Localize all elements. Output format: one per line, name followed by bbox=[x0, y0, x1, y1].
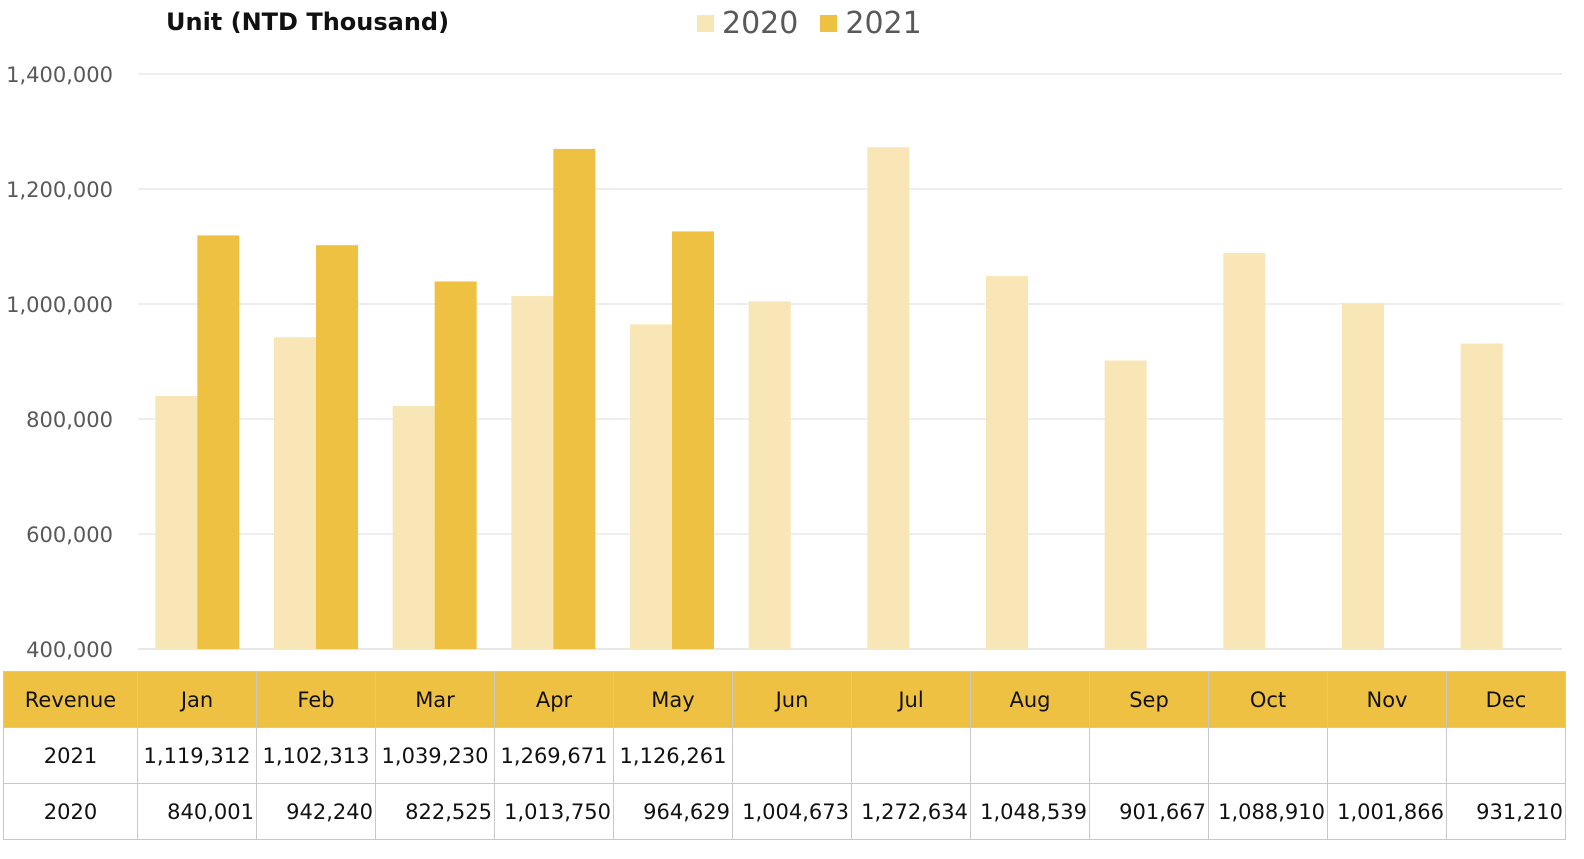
table-header-month: Mar bbox=[375, 671, 495, 728]
bar-2020-feb bbox=[274, 337, 316, 649]
bar-2021-jan bbox=[197, 235, 240, 649]
bar-2020-jul bbox=[867, 147, 910, 649]
y-tick-label: 800,000 bbox=[26, 408, 113, 432]
table-header-month: Sep bbox=[1089, 671, 1209, 728]
legend-swatch-2020 bbox=[697, 15, 714, 32]
table-row: 2021 1,119,312 1,102,313 1,039,230 1,269,671… bbox=[3, 727, 1566, 784]
legend-label-2020: 2020 bbox=[722, 6, 799, 41]
bar-2020-aug bbox=[986, 276, 1028, 649]
bar-2020-sep bbox=[1104, 360, 1147, 649]
table-header-month: Oct bbox=[1208, 671, 1328, 728]
table-cell bbox=[851, 727, 971, 784]
bar-chart: 400,000 600,000 800,000 1,000,000 1,200,000 1… bbox=[6, 63, 1562, 662]
table-header-month: Nov bbox=[1327, 671, 1447, 728]
table-cell: 964,629 bbox=[613, 783, 733, 840]
y-tick-label: 400,000 bbox=[26, 638, 113, 662]
table-cell: 1,272,634 bbox=[851, 783, 971, 840]
y-tick-label: 600,000 bbox=[26, 523, 113, 547]
y-tick-label: 1,400,000 bbox=[6, 63, 113, 87]
table-header-month: May bbox=[613, 671, 733, 728]
table-cell: 1,269,671 bbox=[494, 727, 614, 784]
table-cell bbox=[970, 727, 1090, 784]
bar-2020-jan bbox=[155, 395, 198, 649]
bar-2020-may bbox=[630, 324, 672, 649]
bar-2020-jun bbox=[748, 301, 791, 649]
table-cell: 840,001 bbox=[137, 783, 257, 840]
table-cell: 901,667 bbox=[1089, 783, 1209, 840]
table-cell bbox=[732, 727, 852, 784]
table-cell: 1,013,750 bbox=[494, 783, 614, 840]
bar-2020-dec bbox=[1460, 343, 1503, 649]
table-cell: 1,048,539 bbox=[970, 783, 1090, 840]
table-cell bbox=[1089, 727, 1209, 784]
table-header-month: Apr bbox=[494, 671, 614, 728]
bar-2021-apr bbox=[553, 148, 596, 649]
bar-2020-nov bbox=[1342, 302, 1384, 649]
legend-item-2021: 2021 bbox=[820, 6, 922, 41]
table-cell bbox=[1446, 727, 1566, 784]
table-cell: 1,119,312 bbox=[137, 727, 257, 784]
legend: 2020 2021 bbox=[697, 6, 944, 41]
bar-2020-apr bbox=[511, 296, 554, 649]
table-cell: 1,004,673 bbox=[732, 783, 852, 840]
table-cell: 822,525 bbox=[375, 783, 495, 840]
y-tick-label: 1,200,000 bbox=[6, 178, 113, 202]
table-cell: 1,039,230 bbox=[375, 727, 495, 784]
bar-2020-oct bbox=[1223, 252, 1266, 649]
table-cell bbox=[1208, 727, 1328, 784]
table-header-month: Feb bbox=[256, 671, 376, 728]
table-cell: 1,088,910 bbox=[1208, 783, 1328, 840]
legend-label-2021: 2021 bbox=[845, 6, 922, 41]
table-cell bbox=[1327, 727, 1447, 784]
table-header-month: Jul bbox=[851, 671, 971, 728]
bar-2020-mar bbox=[392, 406, 435, 649]
table-header-month: Dec bbox=[1446, 671, 1566, 728]
legend-item-2020: 2020 bbox=[697, 6, 798, 41]
chart-title: Unit (NTD Thousand) bbox=[166, 8, 450, 36]
y-tick-label: 1,000,000 bbox=[6, 293, 113, 317]
table-cell: 1,126,261 bbox=[613, 727, 733, 784]
table-header-month: Jun bbox=[732, 671, 852, 728]
table-cell: 942,240 bbox=[256, 783, 376, 840]
table-header-month: Jan bbox=[137, 671, 257, 728]
revenue-table: Revenue Jan Feb Mar Apr May Jun Jul Aug Sep Oct Nov… bbox=[3, 671, 1566, 840]
bar-2021-may bbox=[672, 231, 714, 650]
legend-swatch-2021 bbox=[820, 15, 838, 32]
bar-2021-feb bbox=[316, 245, 358, 649]
table-cell: 1,102,313 bbox=[256, 727, 376, 784]
table-row: 2020 840,001 942,240 822,525 1,013,750 964,62… bbox=[3, 783, 1566, 840]
table-header-month: Aug bbox=[970, 671, 1090, 728]
table-header-row: Revenue Jan Feb Mar Apr May Jun Jul Aug Sep Oct Nov… bbox=[3, 671, 1566, 728]
bar-2021-mar bbox=[434, 281, 477, 649]
table-cell: 931,210 bbox=[1446, 783, 1566, 840]
table-row-label: 2020 bbox=[3, 783, 138, 840]
table-header-label: Revenue bbox=[3, 671, 138, 728]
table-row-label: 2021 bbox=[3, 727, 138, 784]
table-cell: 1,001,866 bbox=[1327, 783, 1447, 840]
